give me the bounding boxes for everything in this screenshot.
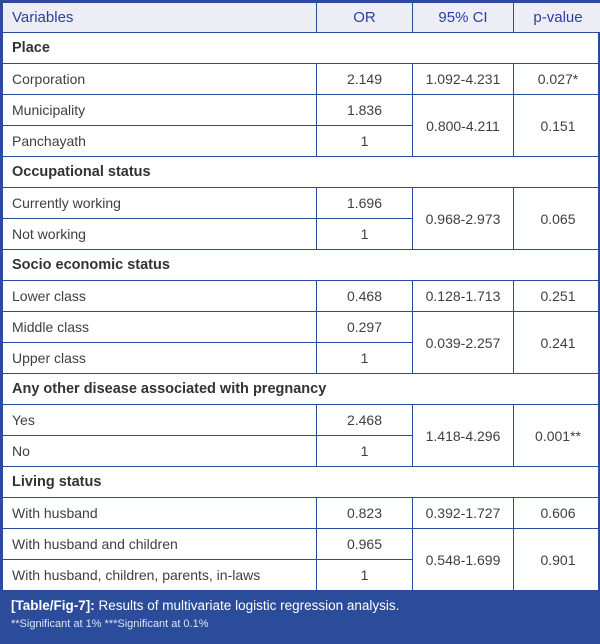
col-header-pvalue: p-value	[513, 2, 600, 33]
p-cell: 0.065	[513, 187, 600, 250]
p-cell: 0.027*	[513, 63, 600, 95]
variable-cell: Municipality	[2, 94, 317, 126]
p-cell: 0.606	[513, 497, 600, 529]
variable-cell: Yes	[2, 404, 317, 436]
table-row: Middle class 0.297 0.039-2.257 0.241	[2, 311, 600, 374]
section-row-socio-economic-status: Socio economic status	[2, 249, 600, 281]
table-caption: [Table/Fig-7]: Results of multivariate l…	[2, 590, 598, 642]
p-cell: 0.151	[513, 94, 600, 157]
or-cell: 0.965	[316, 528, 413, 560]
variable-cell: With husband, children, parents, in-laws	[2, 559, 317, 591]
caption-text: Results of multivariate logistic regress…	[98, 598, 400, 613]
table-row: With husband 0.823 0.392-1.727 0.606	[2, 497, 600, 529]
variable-cell: Not working	[2, 218, 317, 250]
variable-cell: Currently working	[2, 187, 317, 219]
or-cell: 2.468	[316, 404, 413, 436]
caption-label: [Table/Fig-7]:	[11, 598, 95, 613]
ci-cell: 0.039-2.257	[412, 311, 514, 374]
table-row: Panchayath 1	[2, 125, 600, 157]
ci-cell: 0.548-1.699	[412, 528, 514, 591]
or-cell: 1	[316, 559, 413, 591]
table-row: With husband and children 0.965 0.548-1.…	[2, 528, 600, 591]
or-cell: 1	[316, 435, 413, 467]
ci-cell: 0.968-2.973	[412, 187, 514, 250]
ci-cell: 1.418-4.296	[412, 404, 514, 467]
variable-cell: Upper class	[2, 342, 317, 374]
or-cell: 2.149	[316, 63, 413, 95]
or-cell: 0.823	[316, 497, 413, 529]
col-header-or: OR	[316, 2, 413, 33]
section-title: Place	[2, 32, 600, 64]
or-cell: 0.297	[316, 311, 413, 343]
table-row: With husband, children, parents, in-laws…	[2, 559, 600, 591]
variable-cell: Lower class	[2, 280, 317, 312]
p-cell: 0.001**	[513, 404, 600, 467]
header-row: Variables OR 95% CI p-value	[2, 2, 600, 33]
table-row: Municipality 1.836 0.800-4.211 0.151	[2, 94, 600, 157]
variable-cell: No	[2, 435, 317, 467]
table-row: Yes 2.468 1.418-4.296 0.001**	[2, 404, 600, 467]
variable-cell: Corporation	[2, 63, 317, 95]
section-title: Socio economic status	[2, 249, 600, 281]
variable-cell: With husband	[2, 497, 317, 529]
p-cell: 0.901	[513, 528, 600, 591]
col-header-ci: 95% CI	[412, 2, 514, 33]
ci-cell: 0.128-1.713	[412, 280, 514, 312]
section-title: Any other disease associated with pregna…	[2, 373, 600, 405]
ci-cell: 0.392-1.727	[412, 497, 514, 529]
section-row-other-disease: Any other disease associated with pregna…	[2, 373, 600, 405]
section-row-occupational-status: Occupational status	[2, 156, 600, 188]
variable-cell: With husband and children	[2, 528, 317, 560]
or-cell: 0.468	[316, 280, 413, 312]
variable-cell: Middle class	[2, 311, 317, 343]
table-row: Corporation 2.149 1.092-4.231 0.027*	[2, 63, 600, 95]
col-header-variables: Variables	[2, 2, 317, 33]
or-cell: 1	[316, 218, 413, 250]
or-cell: 1	[316, 125, 413, 157]
section-title: Living status	[2, 466, 600, 498]
ci-cell: 1.092-4.231	[412, 63, 514, 95]
significance-note: **Significant at 1% ***Significant at 0.…	[11, 618, 209, 631]
p-cell: 0.241	[513, 311, 600, 374]
or-cell: 1.696	[316, 187, 413, 219]
or-cell: 1.836	[316, 94, 413, 126]
ci-cell: 0.800-4.211	[412, 94, 514, 157]
or-cell: 1	[316, 342, 413, 374]
table-row: Currently working 1.696 0.968-2.973 0.06…	[2, 187, 600, 250]
table-row: Lower class 0.468 0.128-1.713 0.251	[2, 280, 600, 312]
table-row: Upper class 1	[2, 342, 600, 374]
p-cell: 0.251	[513, 280, 600, 312]
regression-table: Variables OR 95% CI p-value Place Corpor…	[2, 2, 600, 591]
section-row-living-status: Living status	[2, 466, 600, 498]
caption-line: [Table/Fig-7]: Results of multivariate l…	[11, 597, 589, 615]
section-title: Occupational status	[2, 156, 600, 188]
section-row-place: Place	[2, 32, 600, 64]
variable-cell: Panchayath	[2, 125, 317, 157]
